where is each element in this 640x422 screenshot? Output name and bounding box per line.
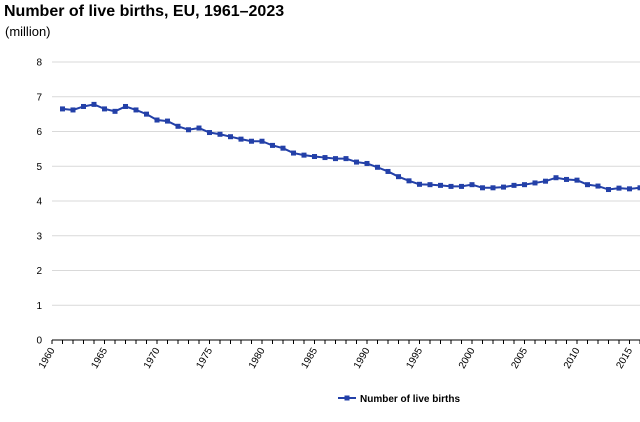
data-point-1991 bbox=[375, 164, 380, 170]
data-point-2001 bbox=[480, 185, 485, 191]
x-tick-label-2000: 2000 bbox=[457, 346, 478, 371]
data-point-1978 bbox=[238, 136, 244, 142]
y-tick-label-7: 7 bbox=[36, 92, 42, 103]
data-point-1973 bbox=[186, 127, 191, 133]
data-point-1984 bbox=[301, 152, 307, 158]
data-point-1999 bbox=[459, 183, 464, 189]
y-tick-label-0: 0 bbox=[36, 336, 42, 347]
series-line bbox=[62, 103, 640, 191]
data-point-1970 bbox=[154, 117, 160, 123]
x-tick-label-1985: 1985 bbox=[299, 346, 320, 371]
y-tick-label-6: 6 bbox=[36, 127, 42, 138]
gridlines bbox=[52, 61, 640, 306]
x-tick-label-1995: 1995 bbox=[404, 346, 425, 371]
data-point-1989 bbox=[354, 159, 359, 165]
data-point-1995 bbox=[417, 181, 422, 187]
data-point-2014 bbox=[616, 185, 622, 191]
legend-marker-swatch bbox=[344, 395, 350, 401]
y-tick-label-1: 1 bbox=[36, 301, 42, 312]
x-tick-label-1960: 1960 bbox=[37, 346, 58, 371]
data-point-1967 bbox=[123, 103, 128, 109]
data-point-1994 bbox=[406, 178, 412, 184]
data-point-1987 bbox=[333, 156, 338, 162]
data-point-2005 bbox=[522, 182, 527, 188]
data-point-1986 bbox=[322, 155, 328, 161]
chart-subtitle: (million) bbox=[5, 24, 51, 39]
data-point-1998 bbox=[448, 183, 454, 189]
data-point-2007 bbox=[543, 178, 548, 184]
data-point-2010 bbox=[574, 177, 580, 183]
y-tick-label-4: 4 bbox=[36, 197, 42, 208]
data-point-2011 bbox=[585, 182, 590, 188]
x-tick-label-2015: 2015 bbox=[614, 346, 635, 371]
data-point-1963 bbox=[81, 103, 86, 109]
data-point-2006 bbox=[532, 180, 538, 186]
data-point-1985 bbox=[312, 154, 317, 160]
y-tick-label-3: 3 bbox=[36, 231, 42, 242]
data-point-1981 bbox=[270, 142, 275, 148]
data-point-2000 bbox=[469, 182, 475, 188]
x-tick-label-2010: 2010 bbox=[562, 346, 583, 371]
data-point-1977 bbox=[228, 134, 233, 140]
data-point-1961 bbox=[60, 106, 65, 112]
y-tick-label-5: 5 bbox=[36, 162, 42, 173]
data-point-2012 bbox=[595, 183, 601, 189]
data-point-1962 bbox=[70, 107, 76, 113]
data-point-1976 bbox=[217, 131, 223, 137]
data-point-1965 bbox=[102, 106, 107, 112]
data-point-1982 bbox=[280, 145, 286, 151]
data-point-1993 bbox=[396, 174, 401, 180]
data-point-1971 bbox=[165, 118, 170, 124]
data-point-1966 bbox=[112, 108, 118, 114]
y-tick-label-8: 8 bbox=[36, 58, 42, 69]
series-number-of-live-births bbox=[60, 101, 640, 193]
data-point-2008 bbox=[553, 175, 559, 181]
data-point-1979 bbox=[249, 138, 254, 144]
data-point-2013 bbox=[606, 187, 611, 193]
data-point-1964 bbox=[91, 101, 97, 107]
data-point-2016 bbox=[637, 185, 640, 191]
y-tick-label-2: 2 bbox=[36, 266, 42, 277]
data-point-1972 bbox=[175, 123, 181, 129]
data-point-1992 bbox=[385, 168, 391, 174]
data-point-1997 bbox=[438, 182, 443, 188]
data-point-1996 bbox=[427, 182, 433, 188]
data-point-1975 bbox=[207, 130, 212, 136]
data-point-1983 bbox=[291, 150, 296, 156]
x-tick-label-1990: 1990 bbox=[352, 346, 373, 371]
x-tick-label-1970: 1970 bbox=[142, 346, 163, 371]
x-tick-label-1975: 1975 bbox=[194, 346, 215, 371]
x-tick-label-2005: 2005 bbox=[509, 346, 530, 371]
data-point-1974 bbox=[196, 125, 202, 131]
data-point-2002 bbox=[490, 185, 496, 191]
legend: Number of live births bbox=[338, 394, 460, 405]
x-tick-label-1965: 1965 bbox=[89, 346, 110, 371]
data-point-1980 bbox=[259, 138, 265, 144]
data-point-2015 bbox=[627, 186, 632, 192]
data-point-2003 bbox=[501, 184, 506, 190]
data-point-1988 bbox=[343, 156, 349, 162]
x-tick-label-1980: 1980 bbox=[247, 346, 268, 371]
data-point-1969 bbox=[144, 111, 149, 117]
data-point-1968 bbox=[133, 107, 139, 113]
chart-title: Number of live births, EU, 1961–2023 bbox=[4, 3, 285, 20]
legend-label: Number of live births bbox=[360, 394, 460, 405]
data-point-2004 bbox=[511, 182, 517, 188]
data-point-1990 bbox=[364, 160, 370, 166]
data-point-2009 bbox=[564, 176, 569, 182]
